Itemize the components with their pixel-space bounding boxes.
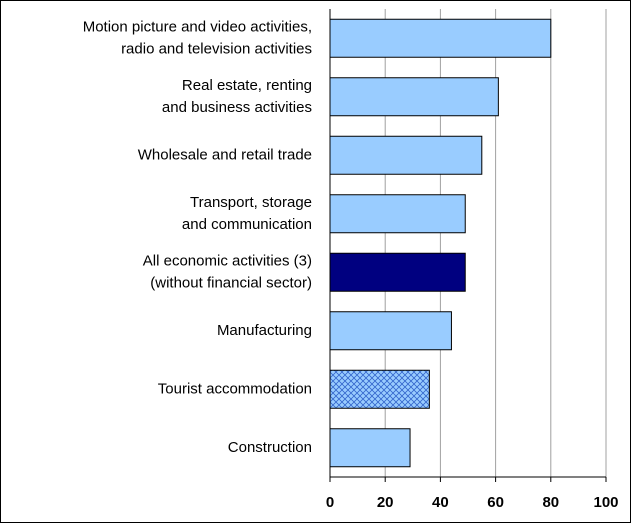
bar	[329, 77, 499, 117]
label-line: (without financial sector)	[150, 274, 312, 291]
y-tick-label: Real estate, renting and business activit…	[162, 77, 312, 116]
label-line: and business activities	[162, 99, 312, 116]
y-tick-label: Wholesale and retail trade	[138, 146, 312, 163]
y-tick-label: Transport, storage and communication	[182, 194, 312, 233]
label-line: Real estate, renting	[182, 77, 312, 94]
label-line: radio and television activities	[121, 40, 312, 57]
x-tick-label: 40	[432, 494, 449, 511]
bar	[329, 135, 483, 175]
x-tick-label: 80	[542, 494, 559, 511]
bar	[329, 252, 466, 292]
y-tick-label: Manufacturing	[217, 322, 312, 339]
label-line: and communication	[182, 216, 312, 233]
y-tick-label: Tourist accommodation	[158, 380, 312, 397]
y-tick-label: Construction	[228, 439, 312, 456]
label-line: Construction	[228, 439, 312, 456]
x-tick-label: 100	[593, 494, 618, 511]
label-line: Motion picture and video activities,	[83, 18, 312, 35]
label-line: All economic activities (3)	[143, 252, 312, 269]
bar	[329, 194, 466, 234]
bar	[329, 311, 452, 351]
bar	[329, 428, 411, 468]
bar	[329, 18, 552, 58]
label-line: Manufacturing	[217, 322, 312, 339]
y-tick-label: All economic activities (3) (without fina…	[143, 252, 312, 291]
x-tick-label: 0	[326, 494, 334, 511]
label-line: Wholesale and retail trade	[138, 146, 312, 163]
label-line: Tourist accommodation	[158, 380, 312, 397]
label-line: Transport, storage	[190, 194, 312, 211]
x-tick-label: 60	[487, 494, 504, 511]
y-tick-label: Motion picture and video activities, radi…	[83, 18, 312, 57]
bar	[329, 369, 430, 409]
x-tick-label: 20	[377, 494, 394, 511]
